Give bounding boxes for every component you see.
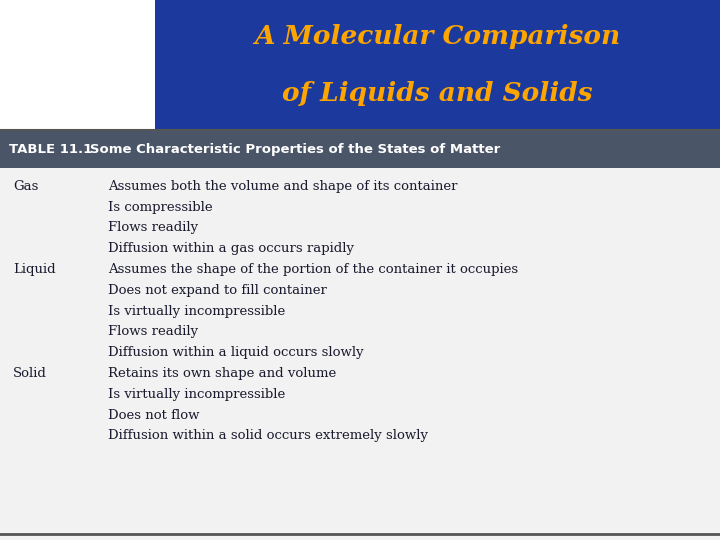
Text: A Molecular Comparison: A Molecular Comparison [254,24,621,49]
Text: Gas: Gas [13,180,38,193]
Text: Is compressible: Is compressible [108,201,212,214]
Text: Does not flow: Does not flow [108,409,199,422]
Text: Flows readily: Flows readily [108,221,198,234]
Text: Diffusion within a gas occurs rapidly: Diffusion within a gas occurs rapidly [108,242,354,255]
Text: Assumes both the volume and shape of its container: Assumes both the volume and shape of its… [108,180,457,193]
Text: Is virtually incompressible: Is virtually incompressible [108,388,285,401]
Text: Assumes the shape of the portion of the container it occupies: Assumes the shape of the portion of the … [108,263,518,276]
Text: Solid: Solid [13,367,47,380]
Bar [0,130,720,540]
Text: Retains its own shape and volume: Retains its own shape and volume [108,367,336,380]
Text: Some Characteristic Properties of the States of Matter: Some Characteristic Properties of the St… [76,143,500,156]
Bar [0,130,720,168]
Text: of Liquids and Solids: of Liquids and Solids [282,81,593,106]
Text: Is virtually incompressible: Is virtually incompressible [108,305,285,318]
Text: TABLE 11.1: TABLE 11.1 [9,143,92,156]
Text: Liquid: Liquid [13,263,55,276]
Text: Flows readily: Flows readily [108,326,198,339]
Text: Diffusion within a solid occurs extremely slowly: Diffusion within a solid occurs extremel… [108,429,428,442]
Text: Does not expand to fill container: Does not expand to fill container [108,284,327,297]
Bar [155,0,720,130]
Text: Diffusion within a liquid occurs slowly: Diffusion within a liquid occurs slowly [108,346,364,359]
